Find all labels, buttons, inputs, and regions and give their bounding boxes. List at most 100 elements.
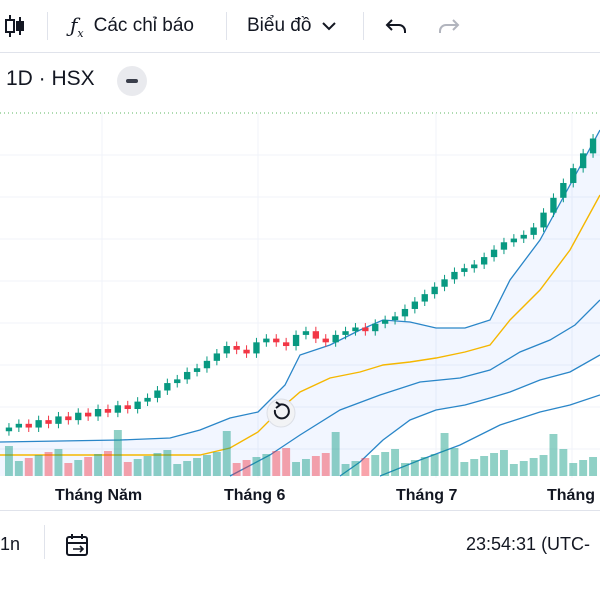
candle	[25, 423, 32, 428]
volume-bar	[153, 453, 162, 476]
candle	[104, 409, 112, 413]
volume-bar	[252, 457, 261, 476]
candle	[570, 168, 577, 183]
interval-label[interactable]: 1n	[0, 534, 21, 554]
candle	[223, 346, 230, 354]
volume-bar	[539, 455, 548, 476]
candle	[55, 416, 62, 424]
volume-bar	[163, 450, 172, 476]
fx-icon: ƒx	[70, 12, 84, 40]
candle	[451, 271, 458, 280]
chart-type-button[interactable]: Biểu đồ	[247, 0, 339, 52]
candles	[5, 134, 597, 436]
minus-icon	[126, 79, 138, 83]
volume-bar	[4, 446, 13, 476]
volume-bar	[351, 461, 360, 476]
volume-bar	[113, 430, 122, 476]
candle	[75, 412, 82, 421]
candle	[322, 338, 329, 343]
volume-bar	[242, 460, 251, 476]
volume-bar	[301, 459, 310, 476]
volume-bar	[282, 448, 291, 476]
volume-bar	[193, 458, 202, 476]
indicators-button[interactable]: ƒx Các chỉ báo	[70, 0, 194, 52]
volume-bar	[44, 452, 53, 476]
symbol-row: 1D · HSX	[0, 53, 600, 111]
candle	[332, 334, 339, 343]
symbol-label[interactable]: 1D · HSX	[6, 67, 95, 90]
chart-type-label: Biểu đồ	[247, 15, 312, 36]
candle	[490, 249, 498, 258]
volume-bar	[133, 459, 142, 476]
volume-bar	[371, 455, 380, 476]
volume-bar	[212, 452, 221, 476]
volume-bar	[470, 459, 479, 476]
candle	[589, 138, 597, 154]
candle	[233, 346, 240, 350]
candle	[5, 427, 13, 432]
candle	[411, 301, 419, 309]
toolbar-separator	[47, 12, 48, 40]
volume-bar	[450, 448, 459, 476]
candle	[124, 405, 131, 410]
candle	[84, 412, 92, 417]
candle	[401, 308, 409, 317]
volume-bar	[490, 453, 499, 476]
candle	[302, 331, 310, 335]
candle	[579, 153, 587, 169]
chevron-down-icon	[322, 22, 337, 31]
indicators-label: Các chỉ báo	[93, 15, 194, 36]
candle	[560, 182, 567, 198]
top-toolbar: ƒx Các chỉ báo Biểu đồ	[0, 0, 600, 53]
ma-blue-line-3	[379, 394, 600, 477]
clock-time[interactable]: 23:54:31 (UTC-	[466, 534, 591, 554]
candle	[154, 390, 161, 398]
volume-bar	[262, 454, 271, 476]
x-tick-label: Tháng 7	[396, 487, 458, 504]
candle	[550, 197, 557, 213]
candle-type-icon[interactable]	[4, 0, 26, 52]
volume-bar	[222, 431, 231, 476]
candle	[114, 405, 122, 413]
volume-bar	[321, 453, 330, 476]
date-range-button[interactable]	[64, 533, 92, 564]
bollinger-upper-line	[0, 129, 600, 443]
volume-bar	[579, 460, 588, 476]
volume-bar	[420, 457, 429, 476]
candle	[35, 420, 42, 428]
volume-bar	[589, 457, 598, 476]
collapse-legend-button[interactable]	[117, 66, 147, 96]
candle	[164, 383, 171, 391]
candle	[540, 212, 547, 228]
candle	[312, 331, 320, 339]
redo-button[interactable]	[437, 0, 461, 52]
candle	[381, 320, 389, 324]
toolbar-separator	[363, 12, 364, 40]
volume-bar	[34, 455, 43, 476]
volume-bar	[509, 464, 518, 476]
ma-blue-line-2	[229, 299, 600, 477]
volume-bar	[103, 451, 112, 476]
candle	[65, 416, 72, 421]
candle	[282, 342, 290, 347]
volume-bar	[311, 456, 320, 476]
reset-chart-icon[interactable]	[266, 398, 296, 428]
redo-icon	[439, 19, 460, 33]
volume-bar	[391, 449, 400, 476]
volume-bar	[499, 450, 508, 476]
candle	[144, 397, 151, 402]
volume-bar	[361, 458, 370, 476]
volume-bar	[24, 458, 33, 476]
candle	[372, 323, 379, 332]
volume-bar	[549, 434, 558, 476]
candle	[213, 353, 221, 361]
volume-bar	[331, 432, 340, 476]
undo-button[interactable]	[384, 0, 408, 52]
candle	[263, 338, 270, 343]
volume-bar	[143, 456, 152, 476]
volume-bar	[202, 455, 211, 476]
volume-bar	[460, 462, 469, 476]
volume-bar	[559, 449, 568, 476]
toolbar-separator	[226, 12, 227, 40]
